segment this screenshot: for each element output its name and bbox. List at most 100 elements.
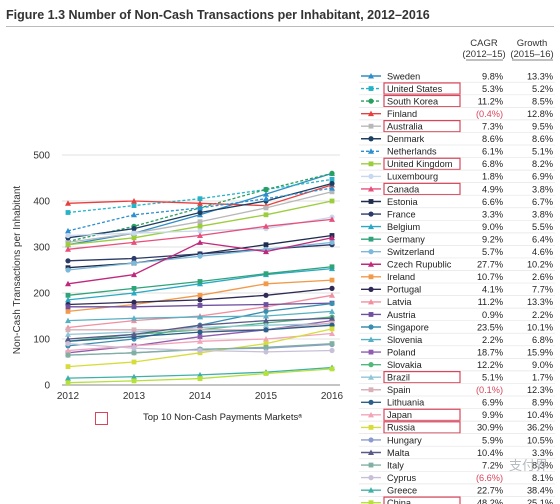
cagr-value: 5.9% xyxy=(482,435,503,445)
legend-row: Portugal 4.1% 7.7% xyxy=(359,282,555,295)
legend-row: France 3.3% 3.8% xyxy=(359,207,555,219)
series-czech-rupublic xyxy=(65,234,335,287)
x-tick-label: 2015 xyxy=(255,391,278,402)
legend-row: Italy 7.2% 8.3% xyxy=(359,458,555,470)
series-line xyxy=(67,187,333,232)
legend-marker xyxy=(368,236,374,242)
growth-header: (2015–16) xyxy=(510,49,553,60)
growth-value: 8.6% xyxy=(532,134,553,144)
legend-row: Netherlands 6.1% 5.1% xyxy=(359,144,555,157)
data-point xyxy=(197,313,203,320)
growth-value: 6.4% xyxy=(532,234,553,244)
top10-highlight xyxy=(383,182,461,196)
data-point xyxy=(263,344,269,350)
data-point xyxy=(329,326,335,332)
cagr-value: (6.6%) xyxy=(476,473,503,483)
legend-marker xyxy=(368,274,374,280)
growth-value: 2.2% xyxy=(532,310,553,320)
data-point xyxy=(329,347,335,354)
legend-label: Finland xyxy=(387,109,417,119)
data-point xyxy=(263,191,269,197)
y-tick-label: 300 xyxy=(33,243,50,254)
series-malta xyxy=(65,315,335,342)
cagr-value: 9.0% xyxy=(482,222,503,232)
legend-row: Greece 22.7% 38.4% xyxy=(359,483,555,495)
data-point xyxy=(263,242,269,248)
data-point xyxy=(329,264,335,270)
data-point xyxy=(263,223,269,229)
legend-marker xyxy=(368,98,374,104)
legend-label: Lithuania xyxy=(387,398,425,408)
growth-value: 10.5% xyxy=(527,435,553,445)
data-point xyxy=(197,303,203,308)
data-point xyxy=(131,327,137,333)
data-point xyxy=(329,315,335,321)
data-point xyxy=(131,211,137,218)
data-point xyxy=(131,345,137,351)
legend-marker xyxy=(368,223,374,230)
growth-value: 8.5% xyxy=(532,96,553,106)
top10-highlight xyxy=(383,94,461,108)
growth-value: 15.9% xyxy=(527,347,553,357)
watermark: 支付界 xyxy=(509,458,548,473)
growth-value: 13.3% xyxy=(527,297,553,307)
growth-value: 8.9% xyxy=(532,398,553,408)
data-point xyxy=(263,308,269,314)
data-point xyxy=(131,359,137,365)
legend-row: United Kingdom 6.8% 8.2% xyxy=(359,157,555,171)
legend-row: Russia 30.9% 36.2% xyxy=(359,420,555,434)
data-point xyxy=(197,196,203,202)
data-point xyxy=(65,280,71,287)
cagr-value: 7.3% xyxy=(482,122,503,132)
legend-marker xyxy=(368,261,374,267)
data-point xyxy=(329,185,335,191)
cagr-value: 22.7% xyxy=(477,485,503,495)
legend-row: Slovenia 2.2% 6.8% xyxy=(359,332,555,345)
series-canada xyxy=(65,216,335,252)
legend-row: Singapore 23.5% 10.1% xyxy=(359,320,555,332)
data-point xyxy=(197,347,203,354)
data-point xyxy=(65,258,71,264)
data-point xyxy=(197,253,203,259)
cagr-value: 4.9% xyxy=(482,184,503,194)
data-point xyxy=(263,341,269,346)
data-point xyxy=(197,371,203,378)
legend-row: South Korea 11.2% 8.5% xyxy=(359,94,555,108)
data-point xyxy=(329,277,335,283)
data-point xyxy=(197,279,203,284)
data-point xyxy=(65,380,71,386)
legend-marker xyxy=(368,475,374,481)
legend-marker xyxy=(368,324,374,330)
cagr-header: CAGR xyxy=(470,38,498,49)
data-point xyxy=(131,331,137,337)
cagr-value: (0.4%) xyxy=(476,109,503,119)
data-point xyxy=(263,349,269,355)
cagr-value: 5.7% xyxy=(482,247,503,257)
legend-label: Australia xyxy=(387,122,424,132)
data-point xyxy=(197,292,203,298)
data-point xyxy=(65,232,71,239)
cagr-value: 6.1% xyxy=(482,147,503,157)
data-point xyxy=(329,300,335,307)
data-point xyxy=(131,226,137,232)
data-point xyxy=(65,309,71,314)
legend-label: Poland xyxy=(387,347,416,357)
legend-marker xyxy=(368,374,374,380)
top10-highlight xyxy=(383,408,461,422)
legend-marker xyxy=(368,425,374,430)
legend-marker xyxy=(368,362,374,368)
cagr-value: 6.8% xyxy=(482,159,503,169)
legend-row: Finland (0.4%) 12.8% xyxy=(359,106,555,119)
data-point xyxy=(329,170,335,176)
data-point xyxy=(197,334,203,340)
cagr-value: 27.7% xyxy=(477,260,503,270)
cagr-value: 10.7% xyxy=(477,272,503,282)
growth-value: 4.6% xyxy=(532,247,553,257)
data-point xyxy=(329,285,335,291)
legend-row: Latvia 11.2% 13.3% xyxy=(359,295,555,307)
top10-highlight xyxy=(383,421,461,434)
data-point xyxy=(263,371,269,376)
data-point xyxy=(131,203,137,208)
legend-label: South Korea xyxy=(387,96,439,106)
data-point xyxy=(131,271,137,278)
